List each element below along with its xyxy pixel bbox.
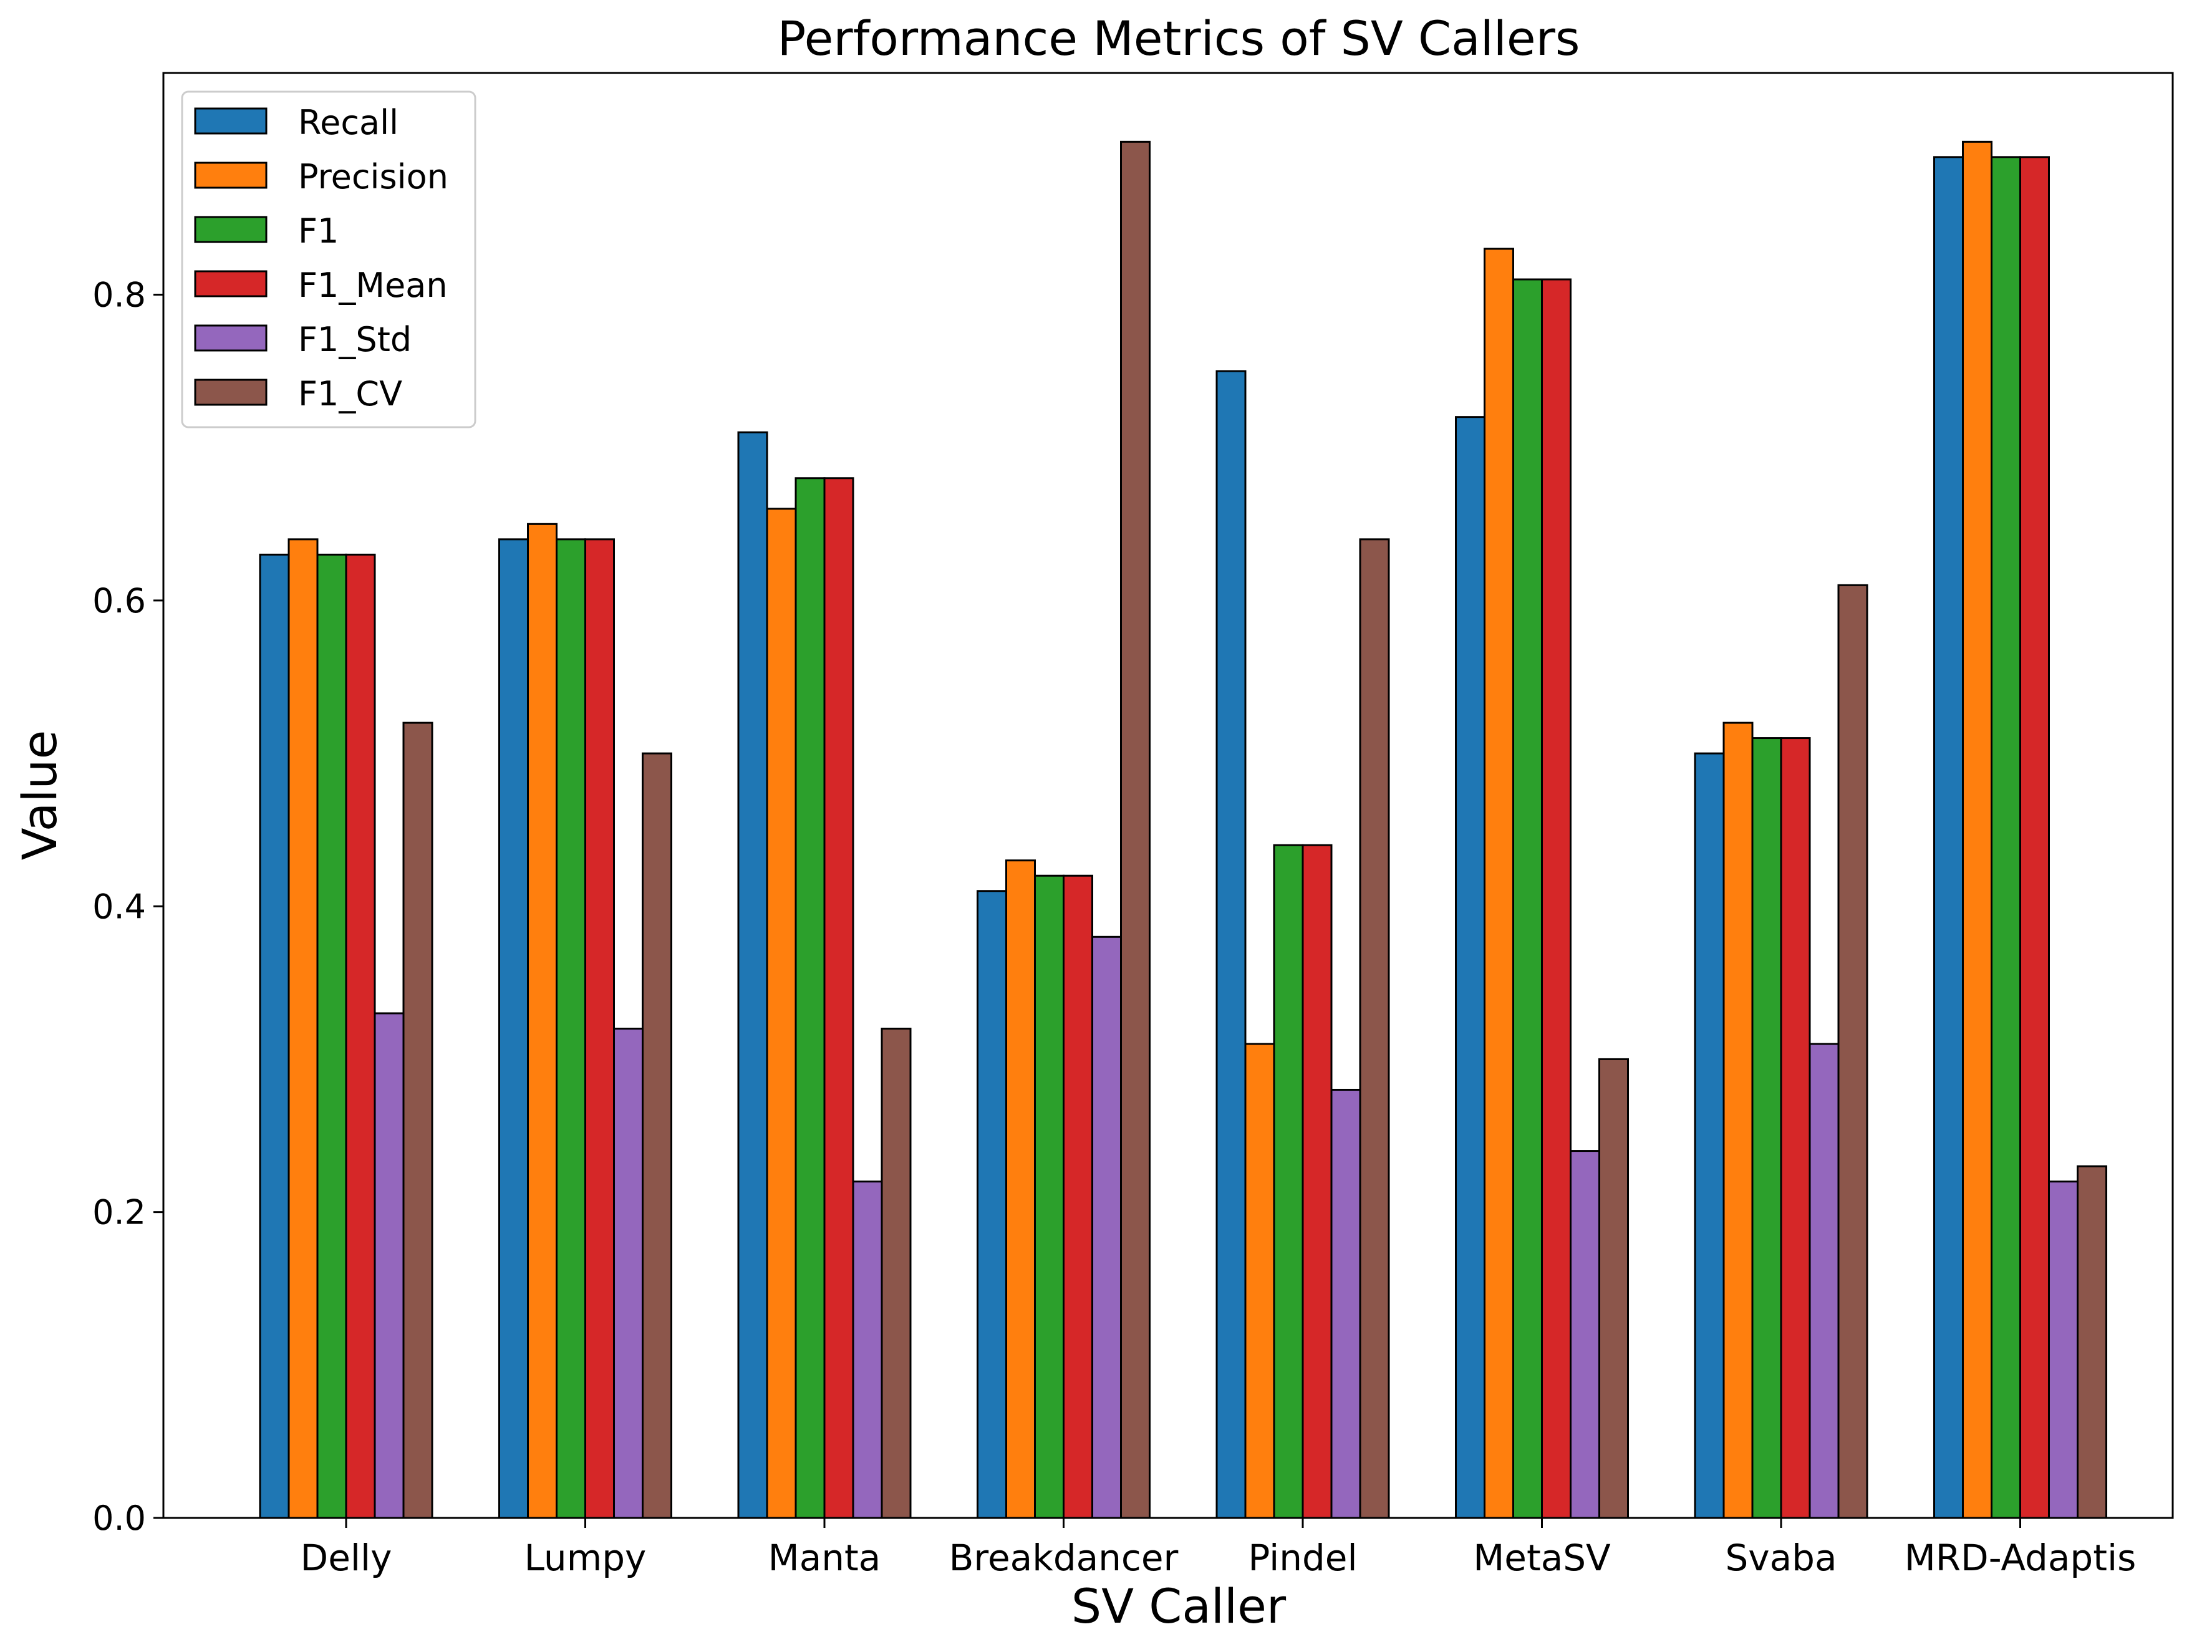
bar-pindel-precision	[1244, 1043, 1275, 1519]
bar-manta-f1	[794, 477, 826, 1519]
bar-pindel-f1-mean	[1302, 844, 1333, 1519]
bar-metasv-precision	[1484, 248, 1514, 1519]
legend-label: Recall	[298, 103, 398, 142]
bar-metasv-recall	[1455, 416, 1485, 1519]
bar-lumpy-precision	[527, 523, 558, 1519]
bar-metasv-f1-cv	[1598, 1058, 1629, 1519]
bar-mrd-adaptis-recall	[1933, 156, 1964, 1519]
bar-breakdancer-f1-mean	[1063, 874, 1093, 1519]
bar-delly-f1-cv	[402, 722, 433, 1519]
x-tick-label: Lumpy	[524, 1537, 647, 1579]
x-tick-label: Delly	[301, 1537, 392, 1579]
bar-lumpy-f1-std	[613, 1027, 644, 1519]
bar-delly-f1-std	[374, 1012, 405, 1519]
x-axis-label: SV Caller	[1071, 1578, 1287, 1634]
bar-manta-f1-mean	[823, 477, 854, 1519]
legend-swatch	[194, 107, 268, 135]
bar-pindel-f1-cv	[1359, 538, 1390, 1519]
legend-label: F1_Std	[298, 320, 412, 359]
x-tick-label: Manta	[768, 1537, 881, 1579]
bar-manta-f1-std	[852, 1181, 883, 1519]
x-axis-ticks: Delly Lumpy Manta Breakdancer Pindel MetaSV Sv…	[301, 1518, 2137, 1579]
bar-lumpy-f1-cv	[642, 752, 672, 1519]
bar-metasv-f1-std	[1570, 1150, 1600, 1519]
y-axis-label: Value	[12, 730, 67, 861]
legend-swatch	[194, 324, 268, 352]
bar-mrd-adaptis-f1	[1991, 156, 2021, 1519]
y-axis-ticks: 0.0 0.2 0.4 0.6 0.8	[92, 276, 163, 1538]
bar-lumpy-f1	[556, 538, 586, 1519]
y-tick-label: 0.8	[92, 276, 146, 315]
legend-label: Precision	[298, 157, 448, 196]
bar-pindel-f1	[1273, 844, 1304, 1519]
bar-svaba-precision	[1722, 722, 1754, 1519]
x-tick-label: Pindel	[1248, 1537, 1357, 1579]
legend-swatch	[194, 216, 268, 243]
bar-manta-f1-cv	[881, 1027, 912, 1519]
legend-swatch	[194, 162, 268, 189]
bar-breakdancer-precision	[1005, 859, 1036, 1519]
bar-delly-f1	[316, 553, 347, 1519]
bar-pindel-recall	[1215, 370, 1247, 1519]
x-tick-label: Svaba	[1725, 1537, 1837, 1579]
bar-manta-precision	[766, 508, 797, 1519]
x-tick-label: Breakdancer	[949, 1537, 1179, 1579]
bar-mrd-adaptis-precision	[1962, 140, 1992, 1519]
y-tick-label: 0.4	[92, 887, 146, 926]
x-tick-label: MetaSV	[1473, 1537, 1611, 1579]
bar-delly-precision	[287, 538, 319, 1519]
bars-layer	[259, 140, 2107, 1519]
legend-label: F1	[298, 211, 339, 251]
y-tick-label: 0.2	[92, 1193, 146, 1232]
legend-swatch	[194, 270, 268, 297]
bar-breakdancer-recall	[977, 890, 1007, 1519]
bar-svaba-recall	[1694, 752, 1725, 1519]
chart-title: Performance Metrics of SV Callers	[777, 11, 1580, 66]
x-tick-label: MRD-Adaptis	[1905, 1537, 2137, 1579]
y-tick-label: 0.0	[92, 1499, 146, 1538]
bar-svaba-f1-std	[1809, 1043, 1840, 1519]
bar-svaba-f1-cv	[1837, 584, 1868, 1519]
bar-mrd-adaptis-f1-mean	[2019, 156, 2050, 1519]
bar-pindel-f1-std	[1330, 1088, 1361, 1519]
plot-frame	[162, 72, 2174, 1519]
bar-mrd-adaptis-f1-cv	[2077, 1165, 2107, 1519]
bar-breakdancer-f1	[1034, 874, 1065, 1519]
bar-lumpy-f1-mean	[584, 538, 615, 1519]
bar-delly-recall	[259, 553, 290, 1519]
bar-mrd-adaptis-f1-std	[2048, 1181, 2079, 1519]
bar-breakdancer-f1-std	[1091, 935, 1122, 1519]
bar-svaba-f1-mean	[1780, 737, 1811, 1519]
bar-breakdancer-f1-cv	[1120, 140, 1151, 1519]
bar-delly-f1-mean	[345, 553, 376, 1519]
bar-lumpy-recall	[498, 538, 529, 1519]
bar-svaba-f1	[1751, 737, 1782, 1519]
y-tick-label: 0.6	[92, 581, 146, 621]
legend-swatch	[194, 379, 268, 406]
legend-label: F1_CV	[298, 374, 402, 413]
bar-metasv-f1	[1512, 278, 1543, 1519]
bar-metasv-f1-mean	[1541, 278, 1572, 1519]
legend: Recall Precision F1 F1_Mean F1_Std F1_CV	[181, 90, 476, 428]
bar-manta-recall	[737, 431, 768, 1519]
legend-label: F1_Mean	[298, 266, 448, 305]
